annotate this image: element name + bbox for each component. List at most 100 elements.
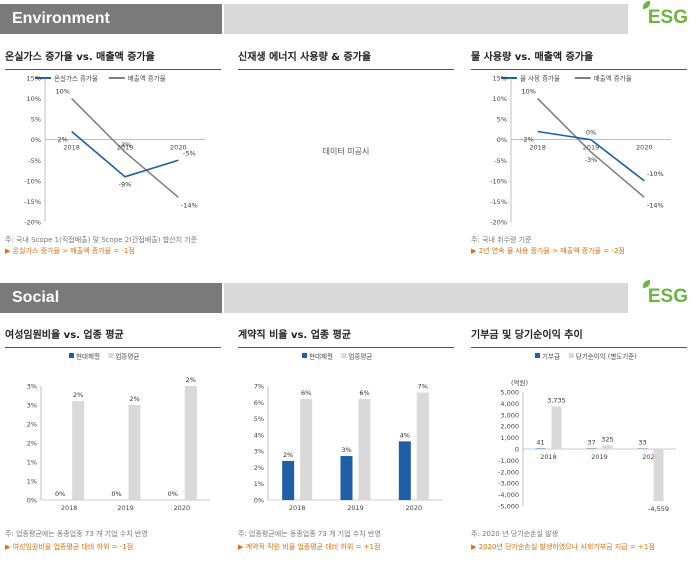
y-tick-label: 1% bbox=[254, 480, 264, 488]
bar bbox=[551, 406, 562, 449]
data-label: -10% bbox=[647, 170, 664, 178]
data-label: -3% bbox=[585, 156, 598, 164]
bar bbox=[184, 386, 197, 500]
y-tick-label: 15% bbox=[27, 75, 41, 83]
chart-ghg-svg: 온실가스 증가율 매출액 증가율 15% 10% 5% 0% -5% -10% -15% -20%… bbox=[24, 74, 205, 227]
y-tick-label: 4% bbox=[254, 431, 264, 439]
data-label: -4,559 bbox=[648, 505, 669, 513]
y-tick-label: 5,000 bbox=[500, 389, 519, 397]
y-tick-label: -15% bbox=[24, 198, 41, 206]
panel-title: 기부금 및 당기순이익 추이 bbox=[471, 326, 687, 348]
x-tick-label: 2018 bbox=[289, 504, 306, 512]
chart-donation-svg: 기부금 당기순이익 (별도기준) (억원) 5,000 4,000 3,000 2,000 1… bbox=[498, 352, 676, 513]
series-line bbox=[537, 130, 645, 182]
section-title: Social bbox=[0, 283, 222, 313]
data-label: 6% bbox=[301, 389, 311, 397]
data-label: 10% bbox=[55, 88, 69, 96]
y-tick-label: 6% bbox=[254, 399, 264, 407]
y-tick-label: 0% bbox=[31, 136, 41, 144]
legend-swatch bbox=[108, 353, 114, 358]
social-header: Social ESG bbox=[0, 279, 698, 313]
data-label: 4% bbox=[400, 431, 410, 439]
legend-label: 업종평균 bbox=[348, 352, 372, 361]
data-label: 3% bbox=[341, 446, 351, 454]
x-tick-label: 2020 bbox=[174, 504, 191, 512]
panel-note: 주: 업종평균에는 동종업종 73 개 기업 수치 반영 bbox=[5, 530, 148, 538]
y-tick-label: 5% bbox=[254, 415, 264, 423]
y-tick-label: 15% bbox=[493, 75, 507, 83]
panel-note: 주: 국내 Scope 1(직접배출) 및 Scope 2(간접배출) 합산치 … bbox=[5, 236, 198, 244]
unit-label: (억원) bbox=[511, 378, 528, 387]
chart-ghg: 온실가스 증가율 매출액 증가율 15% 10% 5% 0% -5% -10% -15% -20%… bbox=[5, 70, 221, 234]
data-label: 37 bbox=[587, 439, 595, 447]
y-tick-label: 2% bbox=[27, 421, 37, 429]
legend-label: 현대제철 bbox=[309, 352, 333, 361]
y-tick-label: 3,000 bbox=[500, 411, 519, 419]
panel-note: 주: 국내 취수량 기준 bbox=[471, 236, 532, 244]
y-tick-label: -3,000 bbox=[498, 480, 519, 488]
y-tick-label: 0 bbox=[515, 446, 519, 454]
data-label: 2% bbox=[186, 376, 196, 384]
bar bbox=[653, 449, 664, 501]
y-tick-label: 3% bbox=[27, 383, 37, 391]
data-label: -3% bbox=[119, 141, 132, 149]
panel-title: 여성임원비율 vs. 업종 평균 bbox=[5, 326, 221, 348]
y-tick-label: 3% bbox=[27, 402, 37, 410]
y-tick-label: 5% bbox=[497, 116, 507, 124]
x-tick-label: 2018 bbox=[529, 144, 546, 152]
panel-highlight: ▶ 온실가스 증가율 > 매출액 증가율 = -1점 bbox=[5, 247, 135, 255]
data-label: 0% bbox=[586, 129, 596, 137]
data-label: 325 bbox=[601, 435, 613, 443]
y-tick-label: 5% bbox=[31, 116, 41, 124]
bar bbox=[282, 460, 295, 500]
data-label: 7% bbox=[418, 383, 428, 391]
legend-label: 물 사용 증가율 bbox=[520, 74, 560, 83]
legend-label: 매출액 증가율 bbox=[128, 74, 166, 83]
panel-note: 주: 업종평균에는 동종업종 73 개 기업 수치 반영 bbox=[238, 530, 381, 538]
y-tick-label: -4,000 bbox=[498, 491, 519, 499]
esg-logo-text: ESG bbox=[647, 286, 688, 307]
bar bbox=[602, 445, 613, 449]
x-tick-label: 2020 bbox=[636, 144, 653, 152]
y-tick-label: 0% bbox=[497, 136, 507, 144]
legend-swatch bbox=[568, 353, 574, 358]
y-tick-label: 2,000 bbox=[500, 423, 519, 431]
x-tick-label: 2019 bbox=[591, 453, 608, 461]
y-tick-label: -10% bbox=[24, 177, 41, 185]
panel-title: 물 사용량 vs. 매출액 증가율 bbox=[471, 48, 687, 70]
panel-title: 온실가스 증가율 vs. 매출액 증가율 bbox=[5, 48, 221, 70]
panel-highlight: ▶ 2020년 당기순손실 발생하였으나 사회기부금 지급 = +1점 bbox=[471, 543, 655, 551]
bar bbox=[300, 399, 313, 500]
data-label: -14% bbox=[181, 201, 198, 209]
x-tick-label: 2020 bbox=[642, 453, 659, 461]
legend-swatch bbox=[302, 353, 307, 358]
data-label: 2% bbox=[524, 135, 534, 143]
data-label: 33 bbox=[638, 439, 646, 447]
x-tick-label: 2020 bbox=[406, 504, 423, 512]
y-tick-label: -20% bbox=[490, 219, 507, 227]
legend-swatch bbox=[341, 353, 347, 358]
section-title: Environment bbox=[0, 4, 222, 34]
data-label: 2% bbox=[58, 135, 68, 143]
legend-label: 당기순이익 (별도기준) bbox=[576, 352, 637, 361]
data-label: 3,735 bbox=[547, 396, 566, 404]
data-label: 41 bbox=[536, 439, 544, 447]
bar bbox=[358, 399, 371, 500]
data-label: 0% bbox=[168, 490, 178, 498]
legend-label: 현대제철 bbox=[76, 352, 100, 361]
y-tick-label: -5% bbox=[494, 157, 507, 165]
chart-female-exec-svg: 현대제철 업종평균 0% 1% 1% 2% 2% 3% 3% 2018 0% 2% 2019 0% 2% 20… bbox=[27, 352, 210, 512]
y-tick-label: 4,000 bbox=[500, 400, 519, 408]
legend-label: 업종평균 bbox=[115, 352, 139, 361]
y-tick-label: -1,000 bbox=[498, 457, 519, 465]
series-line bbox=[71, 98, 179, 198]
chart-contract: 현대제철 업종평균 0% 1% 2% 3% 4% 5% 6% 7% 2018 2% 6% 2019 3% 6%… bbox=[238, 348, 454, 520]
y-tick-label: 1% bbox=[27, 478, 37, 486]
x-tick-label: 2020 bbox=[170, 144, 187, 152]
bar bbox=[340, 456, 353, 500]
y-tick-label: 10% bbox=[27, 95, 41, 103]
legend-swatch bbox=[69, 353, 74, 358]
panel-title: 계약직 비율 vs. 업종 평균 bbox=[238, 326, 454, 348]
legend-label: 온실가스 증가율 bbox=[54, 74, 98, 83]
y-tick-label: -5,000 bbox=[498, 503, 519, 511]
